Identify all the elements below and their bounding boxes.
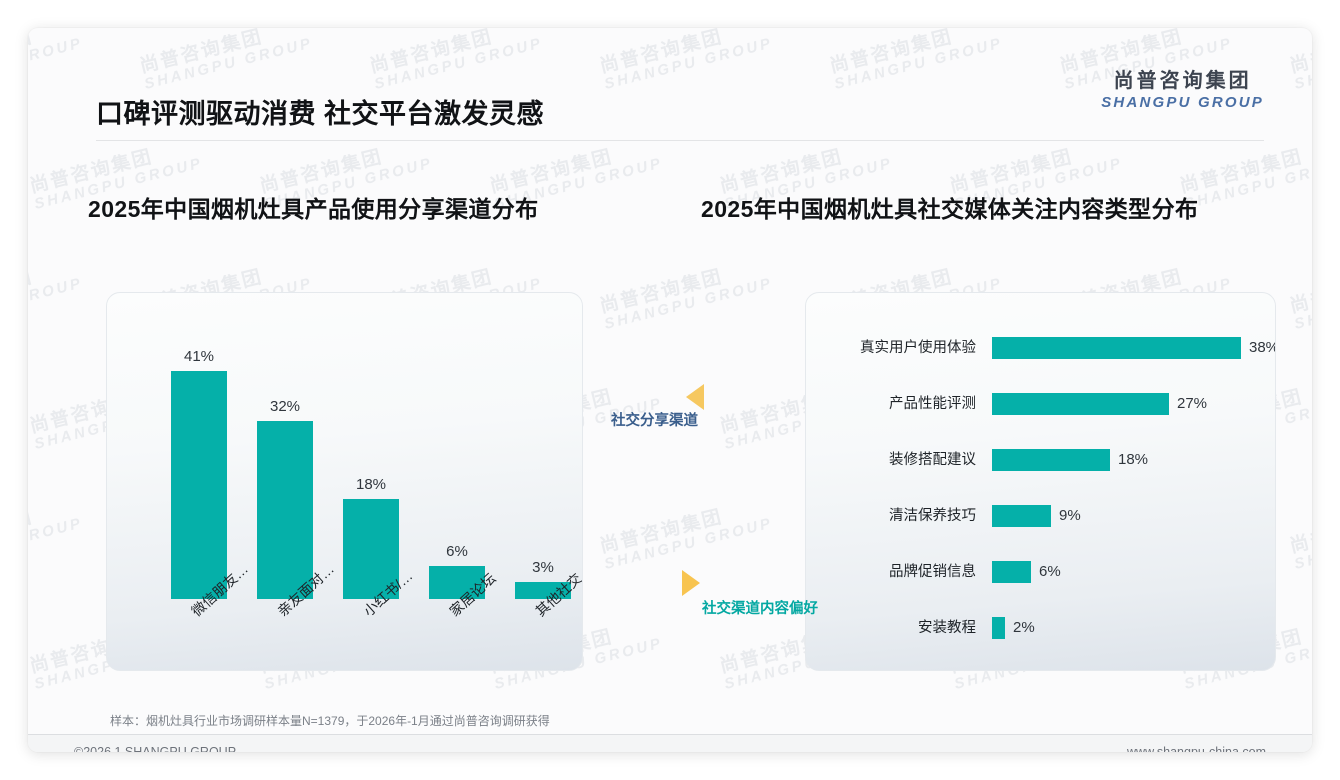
column-group: 18% 小红书/… <box>343 476 416 619</box>
column-value-label: 6% <box>446 543 468 560</box>
brand-logo: 尚普咨询集团 SHANGPU GROUP <box>1101 70 1264 112</box>
logo-chinese-text: 尚普咨询集团 <box>1113 70 1252 92</box>
bar-value-label: 38% <box>1249 339 1275 356</box>
left-chart-card: 41% 微信朋友… 32% 亲友面对… 18% 小红书/… 6% 家居论坛 3% 其他社交… <box>106 292 583 671</box>
column-group: 32% 亲友面对… <box>257 398 337 619</box>
annotation-right-label: 社交渠道内容偏好 <box>702 601 818 617</box>
bar-value-label: 6% <box>1039 563 1061 580</box>
logo-english-text: SHANGPU GROUP <box>1101 94 1264 111</box>
annotation-content-preference: 社交渠道内容偏好 <box>682 570 818 618</box>
bar-value-label: 18% <box>1118 451 1149 468</box>
horizontal-bar <box>992 393 1169 415</box>
bar-category-label: 产品性能评测 <box>889 396 976 412</box>
bar-category-label: 清洁保养技巧 <box>889 508 976 524</box>
right-chart-title: 2025年中国烟机灶具社交媒体关注内容类型分布 <box>701 196 1199 222</box>
page-title: 口碑评测驱动消费 社交平台激发灵感 <box>96 99 545 129</box>
right-chart-card: 真实用户使用体验 38% 产品性能评测 27% 装修搭配建议 18% 清洁保养技巧 9% 品牌促… <box>805 292 1276 671</box>
footer-copyright: ©2026.1 SHANGPU GROUP <box>74 745 237 752</box>
horizontal-bar <box>992 617 1005 639</box>
triangle-right-icon <box>682 570 700 596</box>
column-bar <box>257 421 313 599</box>
bar-value-label: 27% <box>1177 395 1208 412</box>
left-chart-title: 2025年中国烟机灶具产品使用分享渠道分布 <box>88 196 539 222</box>
column-bar <box>343 499 399 599</box>
slide-footer: ©2026.1 SHANGPU GROUP www.shangpu-china.… <box>28 735 1312 752</box>
column-group: 3% 其他社交… <box>515 559 582 619</box>
bar-category-label: 安装教程 <box>918 620 976 636</box>
column-value-label: 3% <box>532 559 554 576</box>
column-chart: 41% 微信朋友… 32% 亲友面对… 18% 小红书/… 6% 家居论坛 3% 其他社交… <box>107 293 582 670</box>
bar-category-label: 真实用户使用体验 <box>860 340 976 356</box>
bar-row: 真实用户使用体验 38% <box>806 333 1275 363</box>
column-value-label: 18% <box>355 476 387 493</box>
annotation-social-share-channel: 社交分享渠道 <box>611 384 704 430</box>
bar-row: 品牌促销信息 6% <box>806 557 1275 587</box>
bar-category-label: 装修搭配建议 <box>889 452 976 468</box>
bar-row: 安装教程 2% <box>806 613 1275 643</box>
horizontal-bar-chart: 真实用户使用体验 38% 产品性能评测 27% 装修搭配建议 18% 清洁保养技巧 9% 品牌促… <box>806 321 1275 646</box>
column-bar <box>429 566 485 599</box>
bar-row: 产品性能评测 27% <box>806 389 1275 419</box>
bar-row: 清洁保养技巧 9% <box>806 501 1275 531</box>
bar-value-label: 9% <box>1059 507 1081 524</box>
annotation-left-label: 社交分享渠道 <box>611 413 698 429</box>
footer-divider <box>28 734 1312 735</box>
bar-value-label: 2% <box>1013 619 1035 636</box>
column-value-label: 41% <box>183 348 215 365</box>
column-group: 6% 家居论坛 <box>429 543 499 619</box>
horizontal-bar <box>992 337 1241 359</box>
sample-note: 样本：烟机灶具行业市场调研样本量N=1379，于2026年-1月通过尚普咨询调研… <box>110 714 550 728</box>
horizontal-bar <box>992 449 1110 471</box>
bar-row: 装修搭配建议 18% <box>806 445 1275 475</box>
horizontal-bar <box>992 505 1051 527</box>
column-bar <box>171 371 227 599</box>
column-bar <box>515 582 571 599</box>
column-group: 41% 微信朋友… <box>171 348 251 619</box>
triangle-left-icon <box>686 384 704 410</box>
column-value-label: 32% <box>269 398 301 415</box>
header-divider <box>96 140 1264 141</box>
slide-header: 口碑评测驱动消费 社交平台激发灵感 尚普咨询集团 SHANGPU GROUP <box>28 28 1312 141</box>
bar-category-label: 品牌促销信息 <box>889 564 976 580</box>
horizontal-bar <box>992 561 1031 583</box>
footer-website: www.shangpu-china.com <box>1127 745 1266 752</box>
